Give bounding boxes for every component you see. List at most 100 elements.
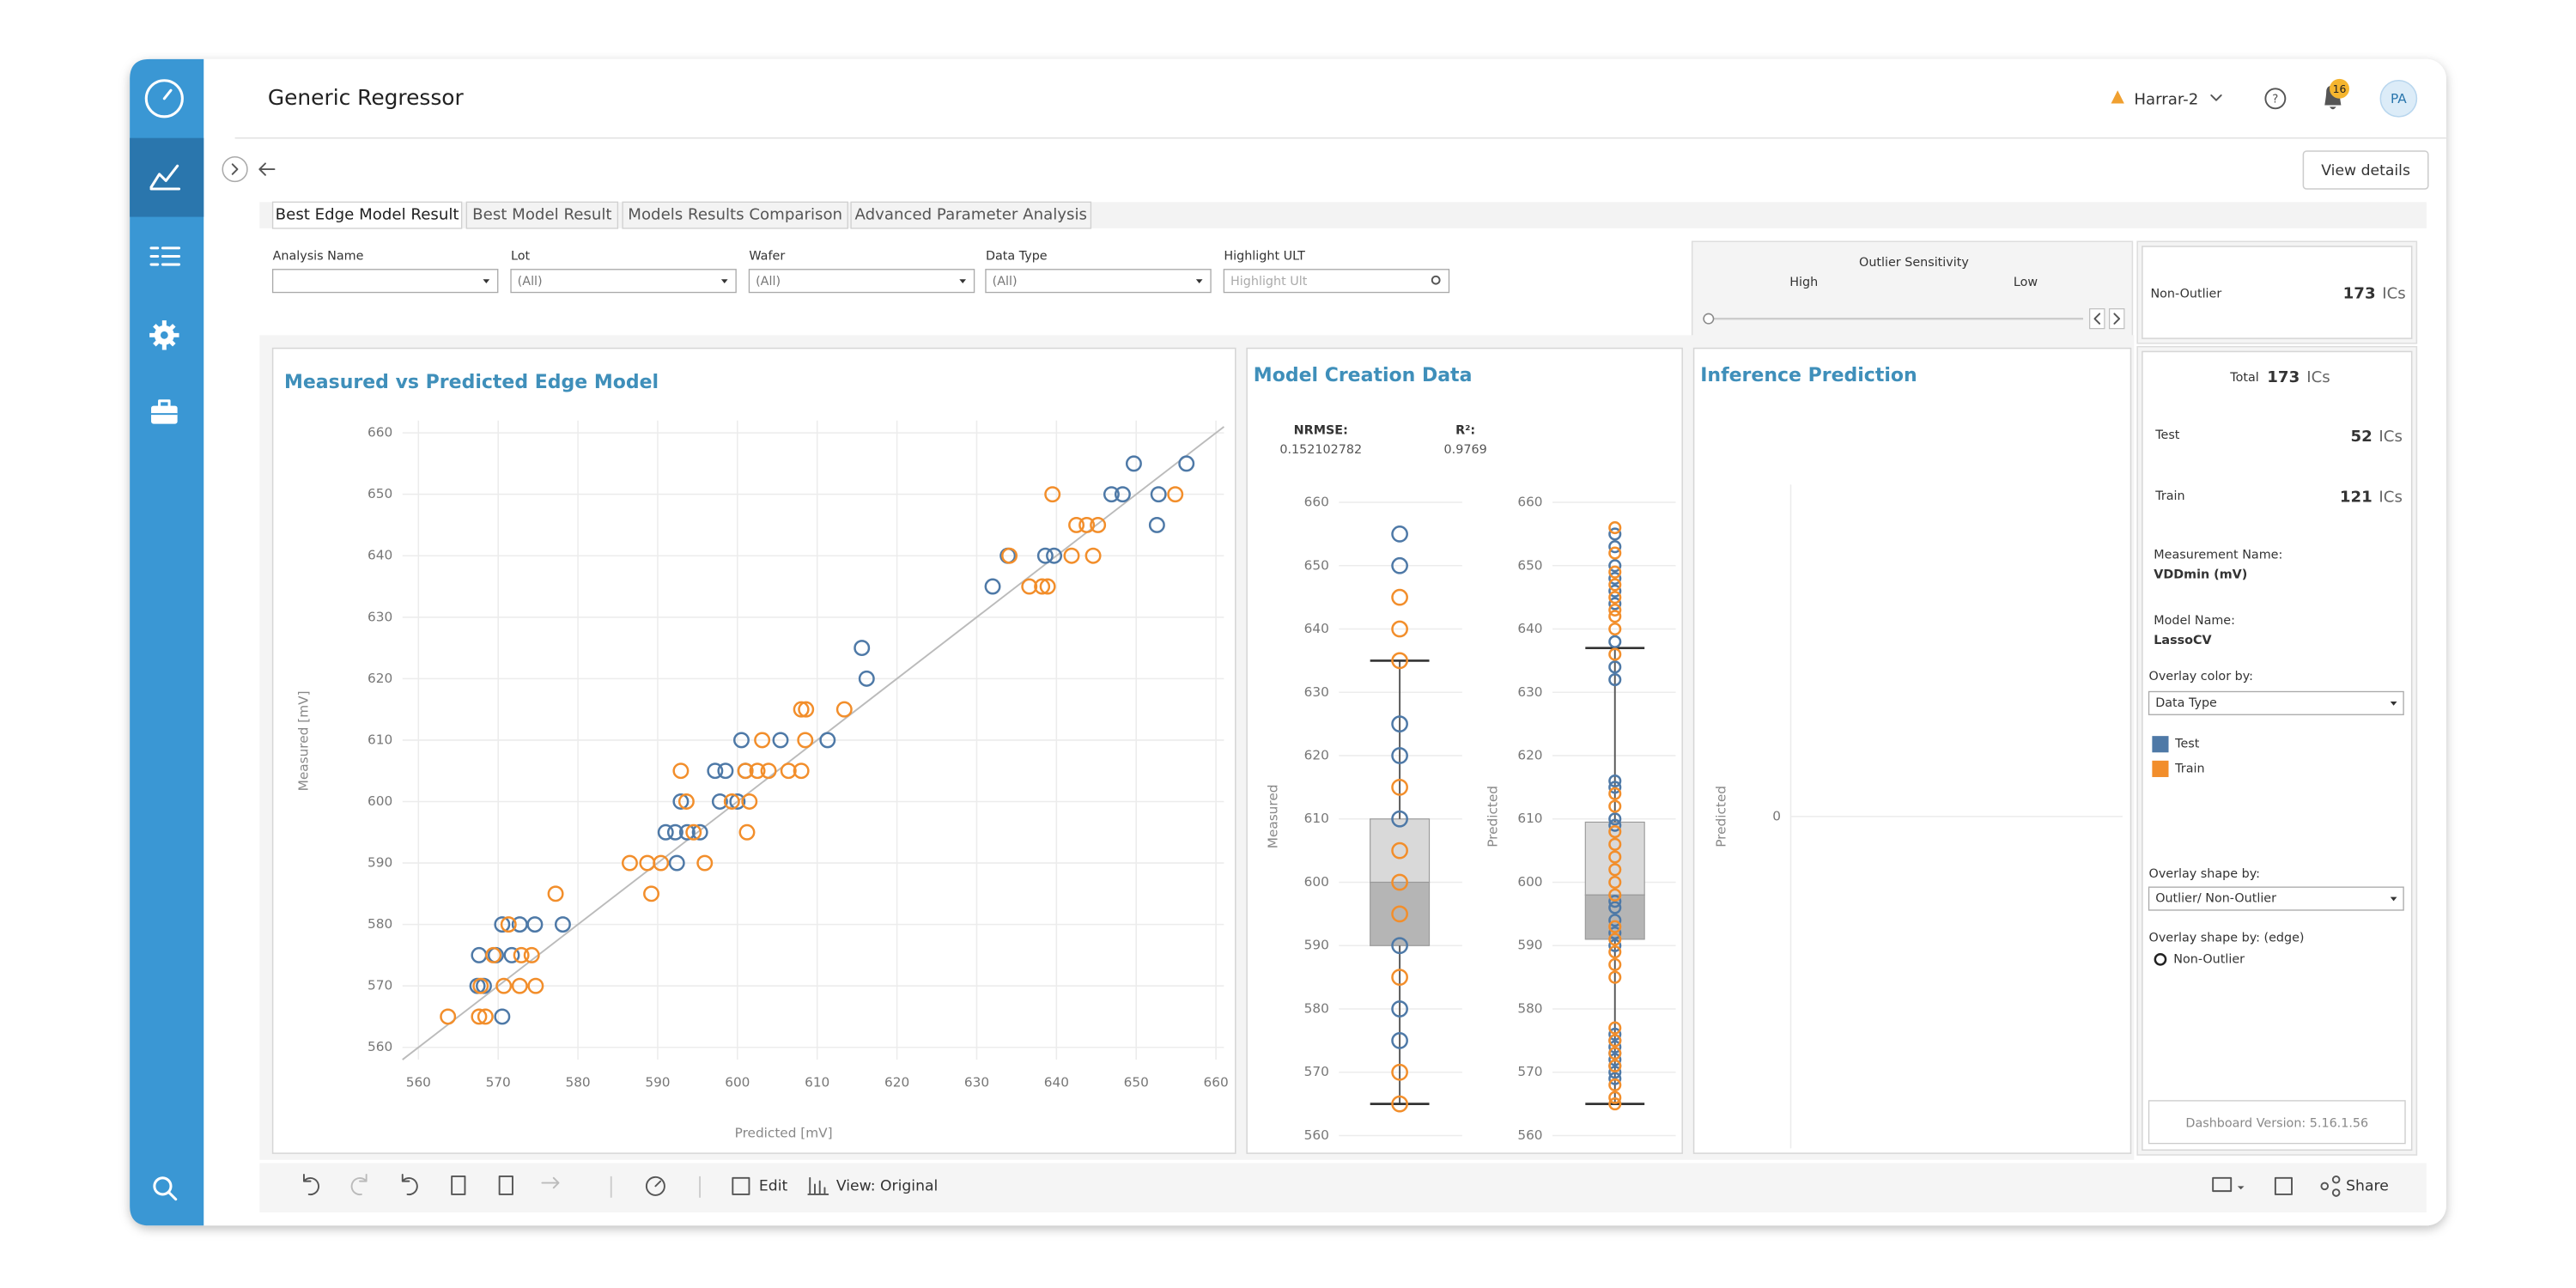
pause[interactable] bbox=[498, 1175, 513, 1195]
scatter-point bbox=[723, 793, 740, 810]
box-point bbox=[1391, 810, 1408, 828]
scatter-point bbox=[657, 823, 674, 841]
scatter-point bbox=[554, 916, 571, 933]
filter-dropdown[interactable]: (All) bbox=[985, 269, 1212, 294]
y-tick-label: 640 bbox=[368, 548, 392, 563]
x-tick-label: 630 bbox=[964, 1074, 989, 1090]
box-point bbox=[1608, 875, 1622, 890]
box-point bbox=[1608, 1072, 1622, 1085]
y-tick-label: 610 bbox=[1304, 811, 1329, 826]
user-avatar[interactable]: PA bbox=[2379, 79, 2418, 118]
scatter-point bbox=[494, 1008, 511, 1025]
box-point bbox=[1608, 540, 1622, 554]
redo[interactable] bbox=[350, 1174, 368, 1196]
nav-logo[interactable] bbox=[144, 79, 184, 118]
notifications[interactable]: 16 bbox=[2324, 78, 2349, 110]
scatter-point bbox=[798, 701, 815, 718]
undo[interactable] bbox=[302, 1174, 319, 1196]
box-point bbox=[1391, 1032, 1408, 1049]
y-tick-label: 570 bbox=[368, 978, 392, 993]
expand-button[interactable] bbox=[222, 155, 248, 183]
site-selector[interactable]: Harrar-2 bbox=[2134, 91, 2198, 109]
y-tick-label: 580 bbox=[368, 916, 392, 932]
tab-box bbox=[465, 201, 619, 229]
help-button[interactable]: ? bbox=[2264, 88, 2287, 110]
slider-prev[interactable] bbox=[2089, 308, 2105, 330]
download[interactable] bbox=[2212, 1176, 2245, 1193]
tab[interactable]: Best Model Result bbox=[465, 201, 619, 229]
dropdown-arrow bbox=[483, 279, 490, 284]
y-tick-label: 650 bbox=[1517, 557, 1542, 573]
scatter-point bbox=[527, 977, 544, 994]
box-point bbox=[1391, 841, 1408, 860]
metrics[interactable] bbox=[645, 1176, 665, 1196]
filter-dropdown[interactable]: Highlight Ult bbox=[1223, 269, 1450, 294]
total-count: 173 bbox=[2267, 368, 2300, 386]
filter-value: (All) bbox=[993, 275, 1018, 289]
filter-dropdown[interactable]: (All) bbox=[748, 269, 975, 294]
tab[interactable]: Advanced Parameter Analysis bbox=[850, 201, 1092, 229]
tab-label: Best Model Result bbox=[472, 206, 611, 224]
nav-tools[interactable] bbox=[151, 399, 178, 424]
nav-list[interactable] bbox=[149, 246, 181, 266]
box-point bbox=[1608, 812, 1622, 826]
alerts[interactable] bbox=[541, 1176, 560, 1189]
view-details-button[interactable]: View details bbox=[2302, 150, 2429, 190]
count-unit: ICs bbox=[2379, 489, 2403, 507]
overlay-shape-dropdown[interactable]: Outlier/ Non-Outlier bbox=[2148, 886, 2404, 911]
filter-value: (All) bbox=[756, 275, 781, 289]
scatter-point bbox=[472, 977, 489, 994]
filter-dropdown[interactable] bbox=[271, 269, 499, 294]
view-label: View: Original bbox=[836, 1177, 938, 1194]
tab[interactable]: Best Edge Model Result bbox=[271, 201, 463, 229]
edit-button[interactable]: Edit bbox=[732, 1176, 787, 1195]
scatter-point bbox=[503, 946, 520, 963]
nav-analytics[interactable] bbox=[149, 164, 181, 191]
overlay-color-label: Overlay color by: bbox=[2149, 670, 2253, 683]
box-point bbox=[1608, 591, 1622, 605]
scatter-point bbox=[1114, 486, 1131, 503]
share-button[interactable]: Share bbox=[2320, 1175, 2389, 1197]
y-axis-label: Predicted bbox=[1714, 786, 1729, 848]
revert[interactable] bbox=[401, 1174, 418, 1196]
x-tick-label: 590 bbox=[645, 1074, 670, 1090]
back-button[interactable] bbox=[258, 162, 276, 176]
legend-label: Train bbox=[2174, 762, 2204, 775]
filter-dropdown[interactable]: (All) bbox=[510, 269, 737, 294]
scatter-point bbox=[511, 977, 528, 994]
scatter-point bbox=[1039, 578, 1056, 595]
overlay-color-value: Data Type bbox=[2155, 696, 2217, 710]
version: Dashboard Version: 5.16.1.56 bbox=[2185, 1117, 2368, 1131]
box-point bbox=[1608, 1091, 1622, 1104]
tab[interactable]: Models Results Comparison bbox=[622, 201, 848, 229]
overlay-shape-value: Outlier/ Non-Outlier bbox=[2155, 892, 2276, 906]
box-point bbox=[1391, 556, 1408, 574]
slider-handle[interactable] bbox=[1703, 313, 1715, 325]
fullscreen[interactable] bbox=[2274, 1176, 2293, 1195]
scatter-point bbox=[819, 732, 836, 749]
nav-settings[interactable] bbox=[149, 320, 179, 350]
box-point bbox=[1391, 779, 1408, 796]
box-point bbox=[1391, 969, 1408, 986]
overlay-color-dropdown[interactable]: Data Type bbox=[2148, 690, 2404, 715]
filter-bar: Analysis Name Lot (All) Wafer (All) Data Type… bbox=[271, 249, 1450, 294]
x-tick-label: 610 bbox=[805, 1074, 829, 1090]
overlay-shape-label: Overlay shape by: bbox=[2149, 867, 2260, 881]
refresh[interactable] bbox=[451, 1175, 466, 1195]
x-axis-label: Predicted [mV] bbox=[735, 1126, 833, 1141]
box-point bbox=[1608, 863, 1622, 877]
box-point bbox=[1608, 597, 1622, 611]
user-initials: PA bbox=[2391, 91, 2407, 106]
view-button[interactable]: View: Original bbox=[807, 1176, 938, 1195]
scatter-point bbox=[1046, 547, 1063, 564]
x-tick-label: 580 bbox=[565, 1074, 590, 1090]
toolbar bbox=[259, 1163, 2427, 1212]
scatter-point bbox=[677, 793, 695, 810]
filter-label: Analysis Name bbox=[273, 249, 364, 263]
y-tick-label: 590 bbox=[1517, 938, 1542, 953]
box-point bbox=[1391, 526, 1408, 543]
app-title: Generic Regressor bbox=[268, 85, 465, 110]
nav-search[interactable] bbox=[153, 1176, 178, 1201]
slider-next[interactable] bbox=[2109, 308, 2125, 330]
filter-value: (All) bbox=[518, 275, 543, 289]
